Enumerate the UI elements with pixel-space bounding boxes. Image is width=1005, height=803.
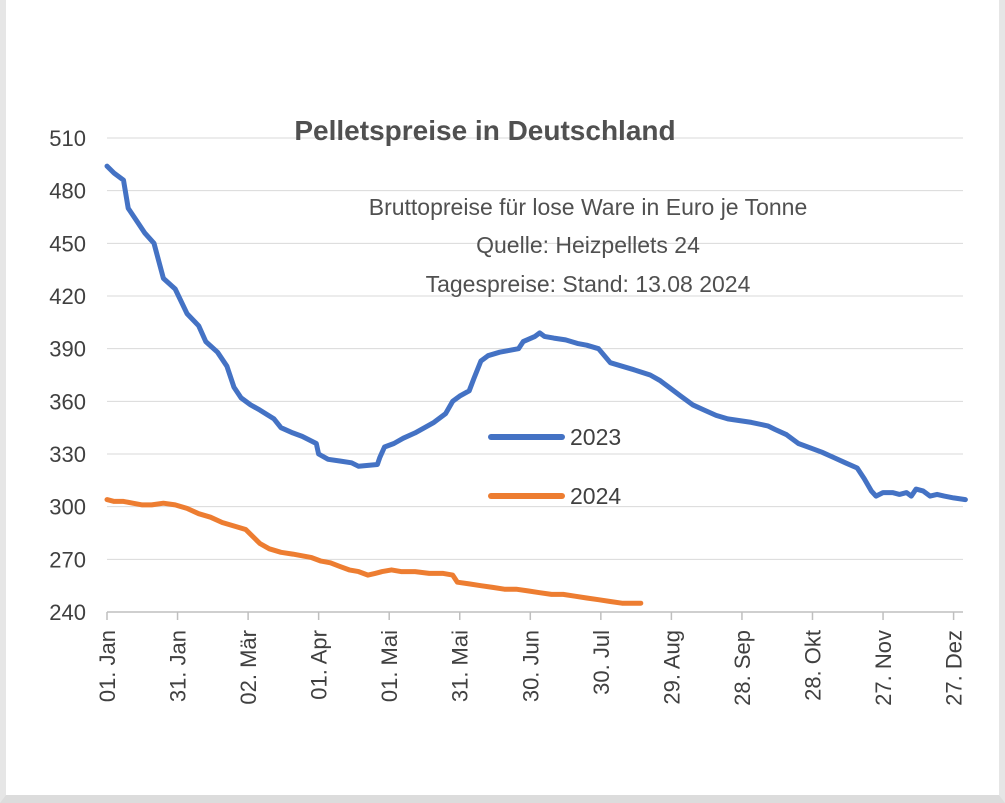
x-tick-label: 27. Nov [871, 630, 896, 706]
chart-subtitle-line-1: Bruttopreise für lose Ware in Euro je To… [369, 194, 808, 220]
x-tick-label: 31. Mai [448, 630, 473, 702]
legend-label-2024: 2024 [570, 483, 621, 509]
y-tick-label: 270 [49, 547, 86, 572]
chart-subtitle-line-2: Quelle: Heizpellets 24 [476, 232, 700, 258]
x-tick-label: 30. Jul [589, 630, 614, 695]
y-tick-label: 480 [49, 179, 86, 204]
y-tick-label: 360 [49, 389, 86, 414]
x-tick-label: 29. Aug [659, 630, 684, 705]
series-lines [104, 163, 968, 606]
y-tick-label: 240 [49, 600, 86, 625]
legend: 2023 2024 [488, 424, 621, 509]
y-tick-label: 450 [49, 231, 86, 256]
x-axis-ticks: 01. Jan 31. Jan 02. Mär 01. Apr 01. Mai 31. M… [95, 612, 967, 706]
x-tick-label: 01. Jan [95, 630, 120, 702]
y-tick-label: 510 [49, 126, 86, 151]
x-tick-label: 28. Sep [730, 630, 755, 706]
y-tick-label: 300 [49, 495, 86, 520]
x-tick-label: 28. Okt [800, 630, 825, 701]
series-line-2023 [104, 163, 968, 503]
x-tick-label: 30. Jun [518, 630, 543, 702]
series-line-2024 [104, 497, 644, 606]
legend-label-2023: 2023 [570, 424, 621, 450]
x-tick-label: 01. Apr [307, 630, 332, 700]
gridlines [107, 137, 963, 613]
y-axis-ticks: 240 270 300 330 360 390 420 450 480 510 [49, 126, 86, 625]
y-tick-label: 390 [49, 337, 86, 362]
chart-subtitle-line-3: Tagespreise: Stand: 13.08 2024 [426, 271, 751, 297]
x-tick-label: 27. Dez [942, 630, 967, 706]
y-tick-label: 420 [49, 284, 86, 309]
chart-title: Pelletspreise in Deutschland [294, 115, 675, 146]
line-chart: 240 270 300 330 360 390 420 450 480 510 01. Jan 31… [49, 115, 968, 706]
y-tick-label: 330 [49, 442, 86, 467]
x-tick-label: 31. Jan [166, 630, 191, 702]
x-tick-label: 02. Mär [236, 630, 261, 705]
x-tick-label: 01. Mai [377, 630, 402, 702]
